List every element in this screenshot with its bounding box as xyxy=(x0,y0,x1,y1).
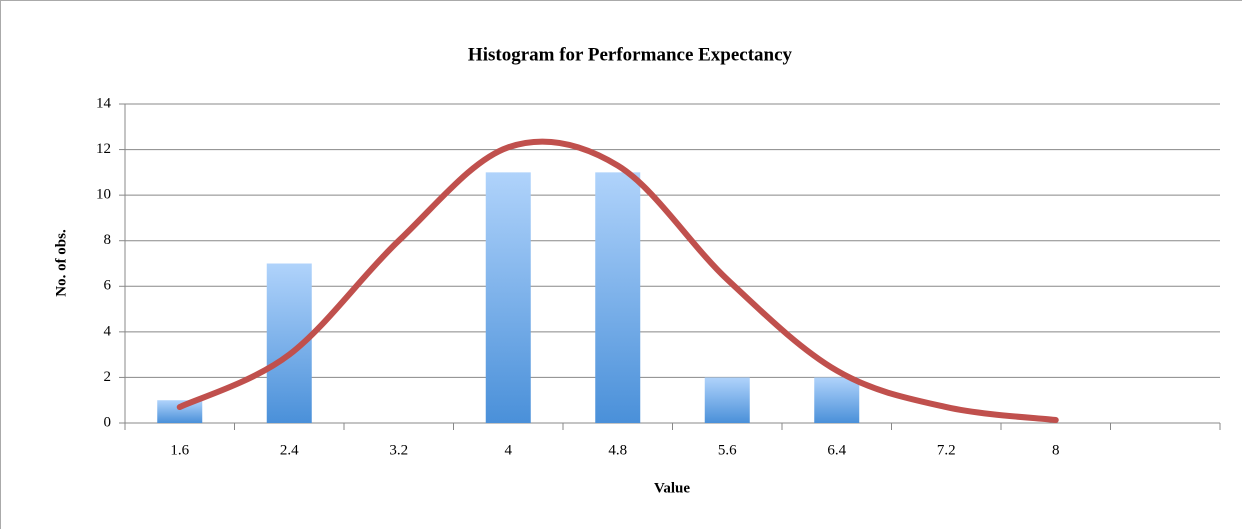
y-axis-title: No. of obs. xyxy=(53,229,69,297)
bar xyxy=(157,400,203,423)
y-tick-label: 4 xyxy=(104,323,112,339)
bar xyxy=(704,377,750,423)
curve xyxy=(176,138,1059,424)
x-tick-label: 1.6 xyxy=(170,442,189,458)
y-tick-label: 6 xyxy=(104,278,112,294)
x-tick-label: 2.4 xyxy=(280,442,299,458)
y-tick-label: 8 xyxy=(104,232,112,248)
x-tick-label: 3.2 xyxy=(389,442,408,458)
x-tick-label: 8 xyxy=(1052,442,1060,458)
y-tick-label: 12 xyxy=(96,141,111,157)
x-tick-label: 4.8 xyxy=(608,442,627,458)
y-tick-label: 10 xyxy=(96,187,111,203)
y-tick-label: 0 xyxy=(104,414,112,430)
x-tick-label: 6.4 xyxy=(827,442,846,458)
x-axis-title: Value xyxy=(654,480,690,496)
y-tick-label: 14 xyxy=(96,95,112,111)
x-tick-label: 7.2 xyxy=(937,442,956,458)
x-tick-label: 5.6 xyxy=(718,442,737,458)
y-tick-label: 2 xyxy=(104,369,112,385)
bar xyxy=(485,172,531,423)
bar xyxy=(814,377,860,423)
x-tick-label: 4 xyxy=(505,442,513,458)
chart-title: Histogram for Performance Expectancy xyxy=(468,44,793,65)
bar xyxy=(595,172,641,423)
